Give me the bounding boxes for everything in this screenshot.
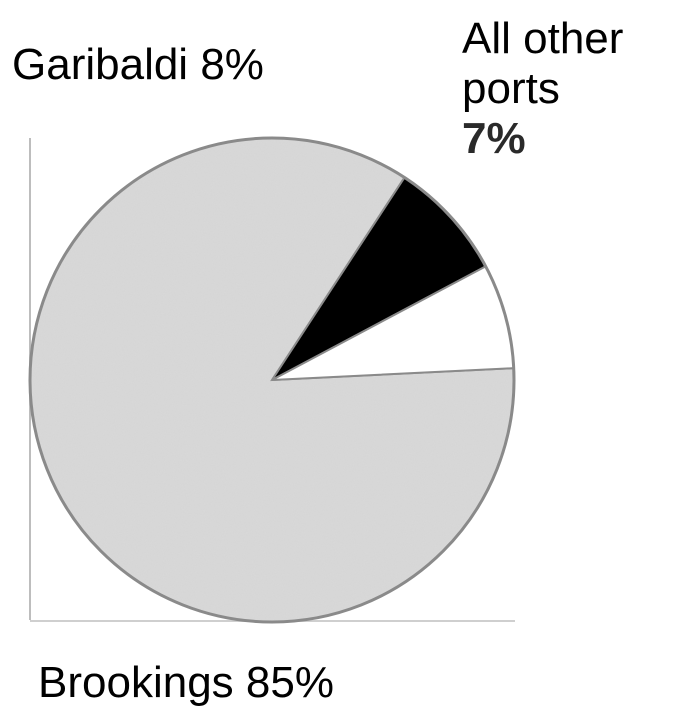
pie-slices <box>29 137 515 623</box>
slice-label-brookings: Brookings 85% <box>38 658 334 707</box>
slice-label-garibaldi: Garibaldi 8% <box>12 40 264 89</box>
pie-outline <box>28 136 516 624</box>
slice-label-all-other-ports: All other ports 7% <box>462 14 624 163</box>
